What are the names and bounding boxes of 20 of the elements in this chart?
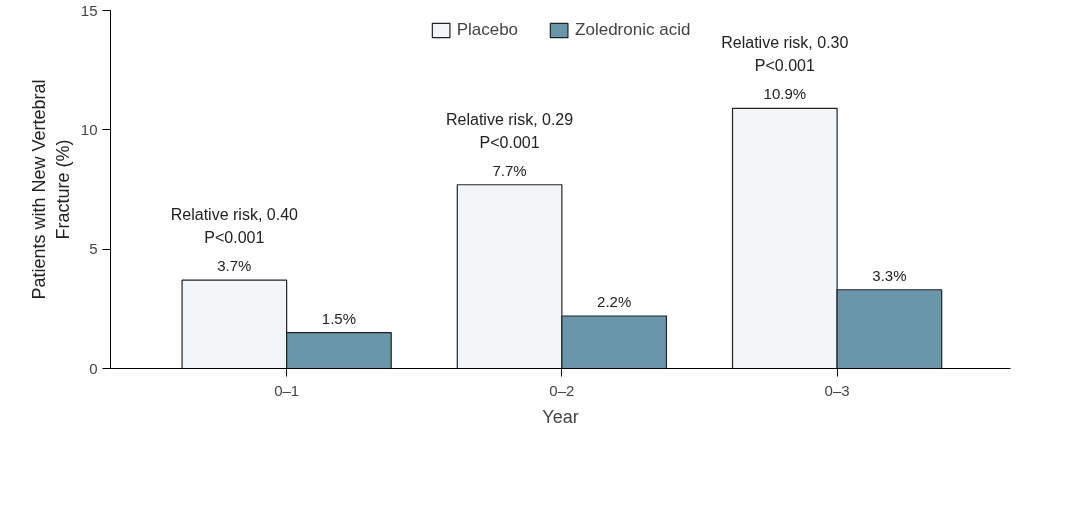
legend-label: Placebo	[456, 20, 519, 40]
annotation: Relative risk, 0.40 P<0.001	[170, 206, 299, 247]
legend-label: Zoledronic acid	[575, 20, 691, 40]
y-tick-label: 15	[80, 1, 98, 19]
data-label: 2.2%	[597, 292, 632, 310]
x-axis-title: Year	[542, 406, 579, 427]
annotation: Relative risk, 0.29 P<0.001	[446, 110, 574, 151]
y-tick-label: 5	[89, 240, 98, 258]
annotation: Relative risk, 0.30 P<0.001	[721, 34, 849, 75]
data-label: 3.7%	[217, 257, 252, 275]
data-label: 1.5%	[321, 309, 357, 327]
y-tick-label: 10	[80, 120, 98, 138]
data-label: 10.9%	[763, 85, 807, 103]
y-axis-title: Patients with New Vertebral Fracture (%)	[28, 79, 73, 300]
data-label: 3.3%	[872, 266, 907, 284]
x-tick-label: 0–1	[274, 381, 300, 399]
x-tick-label: 0–2	[549, 381, 575, 399]
y-tick-label: 0	[89, 359, 98, 377]
x-tick-label: 0–3	[824, 381, 850, 399]
data-label: 7.7%	[492, 161, 527, 179]
